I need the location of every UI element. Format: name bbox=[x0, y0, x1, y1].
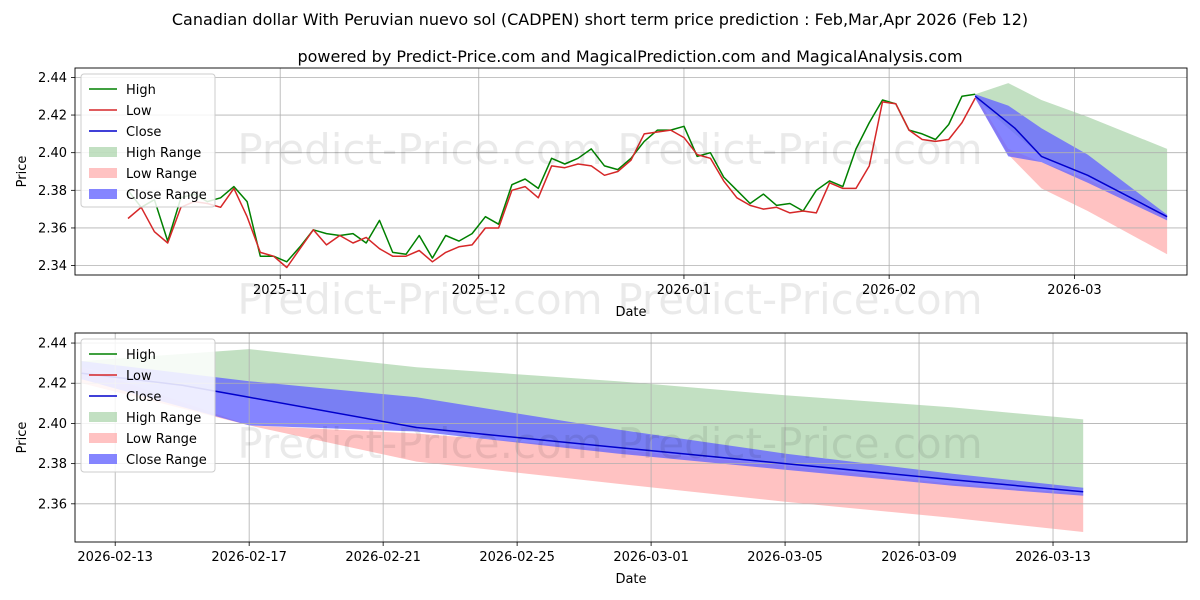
legend: High Low Close High Range Low Range Close Ran… bbox=[80, 73, 216, 208]
legend-label: Close Range bbox=[126, 188, 207, 203]
close-range-legend-swatch bbox=[89, 454, 117, 464]
legend-label: Close bbox=[126, 390, 161, 405]
close-series-line bbox=[974, 95, 1168, 218]
close-range-area bbox=[975, 94, 1168, 221]
low-range-legend-swatch bbox=[89, 168, 117, 178]
legend-label: Low Range bbox=[126, 432, 197, 447]
legend: High Low Close High Range Low Range Close Ran… bbox=[80, 338, 216, 473]
x-tick-label: 2025-11 bbox=[253, 283, 307, 298]
y-tick-label: 2.36 bbox=[38, 221, 67, 236]
watermark-text: Predict-Price.com bbox=[617, 125, 982, 174]
y-tick-label: 2.44 bbox=[38, 71, 67, 86]
watermark-text: Predict-Price.com bbox=[617, 419, 982, 468]
legend-label: Low Range bbox=[126, 167, 197, 182]
chart-subtitle: powered by Predict-Price.com and Magical… bbox=[297, 47, 962, 66]
low-series-line bbox=[127, 97, 976, 269]
x-tick-label: 2026-03-13 bbox=[1015, 550, 1091, 565]
legend-label: High Range bbox=[126, 146, 201, 161]
x-tick-label: 2026-01 bbox=[657, 283, 711, 298]
x-axis-label: Date bbox=[615, 572, 646, 587]
x-tick-label: 2026-02-21 bbox=[345, 550, 421, 565]
bottom-chart-panel: 2026-02-13 2026-02-17 2026-02-21 2026-02-25… bbox=[15, 332, 1188, 587]
high-series-line bbox=[127, 93, 976, 263]
watermark-text: Predict-Price.com bbox=[237, 275, 602, 324]
high-range-legend-swatch bbox=[89, 412, 117, 422]
y-tick-label: 2.40 bbox=[38, 146, 67, 161]
x-tick-label: 2026-03 bbox=[1047, 283, 1101, 298]
plot-frame bbox=[74, 332, 1188, 543]
top-chart-panel: 2025-11 2025-12 2026-01 2026-02 2026-03 2.34 2… bbox=[15, 67, 1188, 324]
x-tick-label: 2026-03-01 bbox=[613, 550, 689, 565]
legend-label: High bbox=[126, 348, 156, 363]
y-tick-label: 2.38 bbox=[38, 457, 67, 472]
x-axis-label: Date bbox=[615, 305, 646, 320]
plot-frame bbox=[74, 67, 1188, 276]
legend-label: High bbox=[126, 83, 156, 98]
y-tick-label: 2.42 bbox=[38, 109, 67, 124]
watermark-text: Predict-Price.com bbox=[237, 125, 602, 174]
y-tick-label: 2.44 bbox=[38, 337, 67, 352]
legend-label: Low bbox=[126, 104, 152, 119]
legend-label: High Range bbox=[126, 411, 201, 426]
y-tick-label: 2.40 bbox=[38, 417, 67, 432]
x-tick-label: 2026-03-05 bbox=[747, 550, 823, 565]
legend-label: Close Range bbox=[126, 453, 207, 468]
y-axis-label: Price bbox=[15, 422, 30, 454]
y-tick-label: 2.34 bbox=[38, 259, 67, 274]
low-range-legend-swatch bbox=[89, 433, 117, 443]
legend-label: Low bbox=[126, 369, 152, 384]
x-tick-label: 2026-02-25 bbox=[479, 550, 555, 565]
chart-title: Canadian dollar With Peruvian nuevo sol … bbox=[172, 10, 1028, 29]
y-tick-label: 2.42 bbox=[38, 377, 67, 392]
high-range-area bbox=[81, 349, 1084, 490]
x-tick-label: 2026-02-17 bbox=[211, 550, 287, 565]
watermark-text: Predict-Price.com bbox=[237, 419, 602, 468]
close-range-legend-swatch bbox=[89, 189, 117, 199]
y-tick-label: 2.38 bbox=[38, 184, 67, 199]
high-range-legend-swatch bbox=[89, 147, 117, 157]
close-range-area bbox=[81, 361, 1084, 496]
x-tick-label: 2025-12 bbox=[452, 283, 506, 298]
legend-label: Close bbox=[126, 125, 161, 140]
y-tick-label: 2.36 bbox=[38, 497, 67, 512]
x-tick-label: 2026-03-09 bbox=[881, 550, 957, 565]
watermark-text: Predict-Price.com bbox=[617, 275, 982, 324]
x-tick-label: 2026-02 bbox=[862, 283, 916, 298]
x-tick-label: 2026-02-13 bbox=[77, 550, 153, 565]
y-axis-label: Price bbox=[15, 156, 30, 188]
